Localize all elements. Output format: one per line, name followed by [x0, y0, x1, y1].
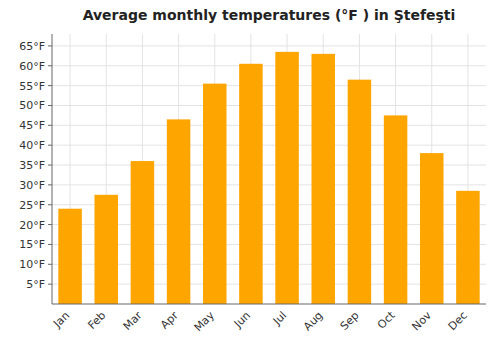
- y-tick: [48, 105, 52, 106]
- x-tick-label: Sep: [338, 309, 362, 333]
- grid: [52, 34, 486, 304]
- y-grid-line: [52, 125, 486, 126]
- x-tick-label: Oct: [375, 308, 398, 331]
- chart-container: Average monthly temperatures (°F ) in Şt…: [0, 0, 500, 350]
- bar: [420, 153, 444, 304]
- bar: [131, 161, 155, 304]
- bar: [311, 54, 335, 304]
- y-grid-line: [52, 145, 486, 146]
- y-tick-label: 20°F: [19, 219, 45, 232]
- y-tick: [48, 284, 52, 285]
- y-tick-label: 30°F: [19, 179, 45, 192]
- bars: [58, 52, 479, 304]
- y-tick: [48, 264, 52, 265]
- y-tick-label: 35°F: [19, 159, 45, 172]
- bar: [348, 80, 372, 304]
- bar: [384, 115, 408, 304]
- x-tick-label: Apr: [158, 309, 181, 332]
- bar: [94, 195, 118, 304]
- title: Average monthly temperatures (°F ) in Şt…: [83, 7, 456, 23]
- y-tick-label: 25°F: [19, 199, 45, 212]
- x-tick-label: Aug: [301, 309, 325, 333]
- x-tick-label: Mar: [121, 309, 145, 333]
- y-tick-label: 60°F: [19, 60, 45, 73]
- y-tick: [48, 145, 52, 146]
- bar: [239, 64, 263, 304]
- y-tick-label: 55°F: [19, 80, 45, 93]
- x-tick-label: Dec: [446, 309, 470, 333]
- x-tick-label: Jan: [50, 309, 72, 331]
- y-grid-line: [52, 85, 486, 86]
- bar: [203, 84, 227, 304]
- y-tick-label: 50°F: [19, 99, 45, 112]
- x-axis-line: [52, 304, 486, 305]
- y-tick: [48, 65, 52, 66]
- y-tick: [48, 165, 52, 166]
- y-tick-label: 5°F: [26, 278, 45, 291]
- bar: [167, 119, 191, 304]
- y-tick: [48, 45, 52, 46]
- y-tick-label: 15°F: [19, 238, 45, 251]
- y-tick: [48, 184, 52, 185]
- x-tick-label: Feb: [85, 309, 108, 332]
- y-tick-label: 45°F: [19, 119, 45, 132]
- bar: [275, 52, 299, 304]
- y-tick: [48, 244, 52, 245]
- y-grid-line: [52, 45, 486, 46]
- bar: [456, 191, 480, 304]
- y-tick: [48, 85, 52, 86]
- y-grid-line: [52, 105, 486, 106]
- y-tick: [48, 125, 52, 126]
- y-tick: [48, 224, 52, 225]
- y-tick-label: 10°F: [19, 258, 45, 271]
- x-tick-label: May: [192, 309, 218, 335]
- x-tick-label: Jun: [231, 309, 253, 331]
- y-axis-line: [52, 34, 53, 304]
- bar: [58, 209, 82, 304]
- y-tick-label: 40°F: [19, 139, 45, 152]
- x-tick-label: Jul: [270, 309, 289, 328]
- chart: Average monthly temperatures (°F ) in Şt…: [0, 0, 500, 350]
- y-tick: [48, 204, 52, 205]
- y-tick-label: 65°F: [19, 40, 45, 53]
- x-tick-label: Nov: [409, 309, 434, 334]
- y-grid-line: [52, 65, 486, 66]
